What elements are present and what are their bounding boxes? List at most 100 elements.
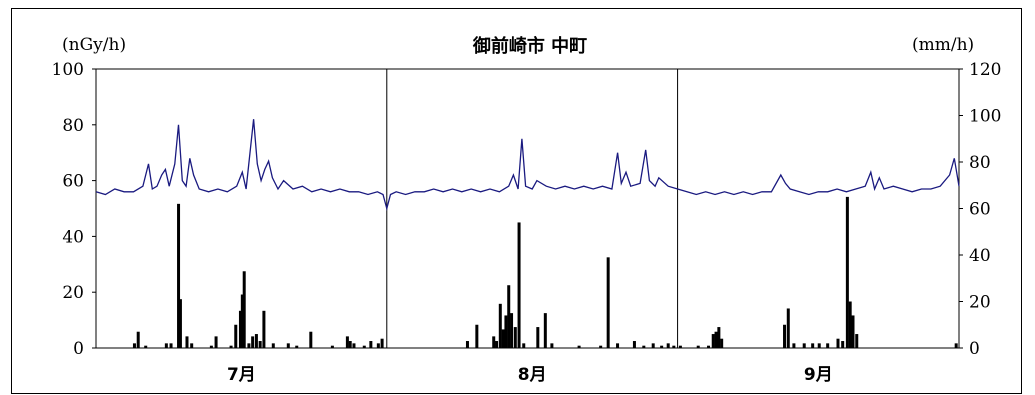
bar [536,327,540,348]
bar [178,299,182,348]
bar [465,341,469,348]
bar [720,338,724,348]
bar [495,341,499,348]
bar [577,345,581,348]
bar [845,196,849,348]
bar [247,343,251,348]
bar [786,308,790,348]
bar [330,345,334,348]
bar [522,343,526,348]
bar [380,338,384,348]
bar [345,336,349,348]
bar [817,343,821,348]
month-label: 8月 [518,365,547,385]
bar [606,257,610,348]
bar [309,331,313,348]
month-label: 9月 [804,365,833,385]
bar [492,336,496,348]
bar [855,334,859,348]
left-tick-label: 80 [62,116,84,136]
bar [251,336,255,348]
bar [475,324,479,348]
left-tick-label: 60 [62,172,84,192]
bar [826,343,830,348]
bar [501,329,505,348]
bar [841,341,845,348]
bar [714,331,718,348]
plot-area [95,68,960,349]
bar [550,343,554,348]
bar [802,343,806,348]
left-tick-label: 40 [62,227,84,247]
bar [229,345,233,348]
bar [209,345,213,348]
bar [362,345,366,348]
bar [376,343,380,348]
bar [599,345,603,348]
bar [369,341,373,348]
bar [517,222,521,348]
month-label: 7月 [227,365,256,385]
bar [792,343,796,348]
left-axis-unit: (nGy/h) [62,35,126,55]
bar [783,324,787,348]
bar [214,336,218,348]
bar [632,341,636,348]
bar [717,327,721,348]
bar [660,345,664,348]
bar [271,343,275,348]
bar [234,324,238,348]
left-tick-label: 100 [52,60,84,80]
bar [811,343,815,348]
bar [672,345,676,348]
bar [711,334,715,348]
bar [185,336,189,348]
right-tick-label: 60 [969,200,991,220]
line-series [95,119,960,212]
bar [238,310,242,348]
bar [286,343,290,348]
bar [696,345,700,348]
bar [513,327,517,348]
bar [177,203,181,348]
bar [136,331,140,348]
bar [616,343,620,348]
bar [642,345,646,348]
bar [848,301,852,348]
bar [507,285,511,348]
right-axis-unit: (mm/h) [912,35,974,55]
bar [498,303,502,348]
chart-frame [11,8,1022,394]
bar [707,345,711,348]
bar [651,343,655,348]
bar [851,315,855,348]
bar [258,341,262,348]
right-tick-label: 120 [969,60,1001,80]
bar [240,294,244,348]
bar [678,345,682,348]
bar [510,313,514,348]
right-tick-label: 20 [969,293,991,313]
bar [262,310,266,348]
bar [348,341,352,348]
right-tick-label: 40 [969,246,991,266]
bar [543,313,547,348]
right-tick-label: 100 [969,107,1001,127]
bar [164,343,168,348]
chart-title: 御前崎市 中町 [472,35,587,57]
bar [190,343,194,348]
bar [836,338,840,348]
bar [504,315,508,348]
left-tick-label: 0 [73,339,84,359]
right-tick-label: 80 [969,153,991,173]
left-tick-label: 20 [62,283,84,303]
bar [352,343,356,348]
bar [242,271,246,348]
bar [169,343,173,348]
bar [954,343,958,348]
bar [132,343,136,348]
bar [295,345,299,348]
bar [666,343,670,348]
bar [144,345,148,348]
